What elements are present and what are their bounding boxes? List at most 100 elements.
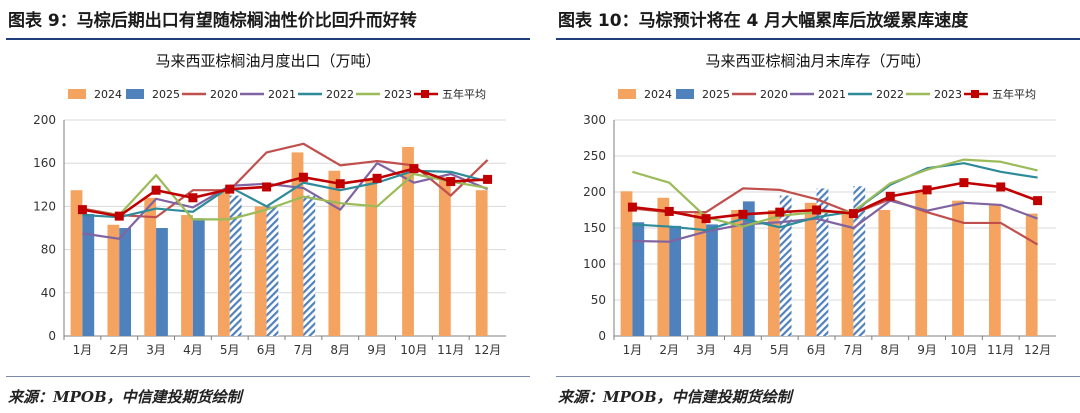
bar-2025-7月 <box>303 195 316 336</box>
chart-panel-exports: 图表 9：马棕后期出口有望随棕榈油性价比回升而好转 马来西亚棕榈油月度出口（万吨… <box>0 0 530 413</box>
y-tick-label: 80 <box>41 243 56 257</box>
bar-2024-2月 <box>657 197 670 336</box>
legend-item-2022: 2022 <box>298 88 354 101</box>
legend-item-2023: 2023 <box>356 88 412 101</box>
legend-item-五年平均: 五年平均 <box>414 87 486 101</box>
legend-swatch <box>618 89 636 99</box>
source-divider <box>556 376 1080 377</box>
y-tick-label: 160 <box>33 156 56 170</box>
bar-2025-2月 <box>669 225 682 336</box>
avg-marker-7月 <box>848 209 858 219</box>
legend-label: 2022 <box>876 88 904 101</box>
avg-marker-5月 <box>225 184 235 194</box>
bar-2024-4月 <box>731 210 743 336</box>
legend-marker <box>971 90 979 98</box>
x-tick-label: 7月 <box>294 343 314 357</box>
series-line-2021 <box>82 162 489 240</box>
bar-2024-4月 <box>181 215 193 336</box>
avg-marker-1月 <box>77 205 87 215</box>
bar-2025-5月 <box>779 195 792 336</box>
bar-2024-12月 <box>475 190 488 336</box>
avg-marker-7月 <box>298 172 308 182</box>
series-line-2022 <box>632 162 1038 232</box>
x-tick-label: 9月 <box>367 343 387 357</box>
legend-swatch <box>68 89 86 99</box>
y-tick-label: 40 <box>41 286 56 300</box>
bar-2025-2月 <box>119 228 132 336</box>
legend-item-2025: 2025 <box>126 88 180 101</box>
avg-marker-9月 <box>922 185 932 195</box>
x-tick-label: 3月 <box>696 343 716 357</box>
x-tick-label: 12月 <box>474 343 501 357</box>
series-line-avg <box>82 167 488 218</box>
bar-2025-3月 <box>156 228 168 336</box>
avg-marker-6月 <box>262 182 272 192</box>
legend-item-2020: 2020 <box>182 88 238 101</box>
chart-panel-stocks: 图表 10：马棕预计将在 4 月大幅累库后放缓累库速度 马来西亚棕榈油月末库存（… <box>550 0 1080 413</box>
bar-2024-1月 <box>70 190 83 336</box>
legend-item-2020: 2020 <box>732 88 788 101</box>
x-tick-label: 4月 <box>733 343 753 357</box>
x-tick-label: 6月 <box>257 343 277 357</box>
x-tick-label: 5月 <box>220 343 240 357</box>
avg-marker-10月 <box>409 164 419 174</box>
title-divider <box>556 38 1080 40</box>
source-divider <box>6 376 530 377</box>
x-tick-label: 9月 <box>917 343 937 357</box>
legend-item-2021: 2021 <box>790 88 846 101</box>
x-tick-label: 2月 <box>659 343 679 357</box>
chart-title: 马来西亚棕榈油月度出口（万吨） <box>155 52 380 70</box>
avg-marker-3月 <box>151 185 161 195</box>
avg-marker-11月 <box>446 177 456 187</box>
x-tick-label: 10月 <box>400 343 427 357</box>
avg-marker-9月 <box>372 173 382 183</box>
x-tick-label: 12月 <box>1024 343 1051 357</box>
avg-marker-4月 <box>738 209 748 219</box>
x-tick-label: 7月 <box>844 343 864 357</box>
bar-2024-5月 <box>767 210 780 336</box>
avg-marker-10月 <box>959 178 969 188</box>
legend-item-五年平均: 五年平均 <box>964 87 1036 101</box>
legend-label: 2021 <box>268 88 296 101</box>
bar-2024-10月 <box>952 200 964 336</box>
x-tick-label: 10月 <box>950 343 977 357</box>
bar-2024-12月 <box>1025 213 1038 336</box>
y-tick-label: 0 <box>48 329 56 343</box>
avg-marker-8月 <box>335 179 345 189</box>
legend-label: 五年平均 <box>992 87 1036 101</box>
bar-2024-2月 <box>107 224 120 336</box>
x-tick-label: 11月 <box>437 343 464 357</box>
bar-2025-5月 <box>229 195 242 336</box>
figure-title: 图表 9：马棕后期出口有望随棕榈油性价比回升而好转 <box>8 11 417 31</box>
bar-2024-8月 <box>878 210 891 336</box>
legend-marker <box>421 90 429 98</box>
legend-label: 2020 <box>760 88 788 101</box>
y-tick-label: 250 <box>583 149 606 163</box>
legend-label: 2022 <box>326 88 354 101</box>
y-tick-label: 150 <box>583 221 606 235</box>
avg-marker-2月 <box>664 206 674 216</box>
avg-marker-8月 <box>885 191 895 201</box>
avg-marker-4月 <box>188 193 198 203</box>
y-tick-label: 300 <box>583 113 606 127</box>
bar-2024-1月 <box>620 191 633 336</box>
bar-2024-11月 <box>438 177 451 336</box>
legend-item-2025: 2025 <box>676 88 730 101</box>
legend-item-2022: 2022 <box>848 88 904 101</box>
avg-marker-12月 <box>483 174 493 184</box>
y-tick-label: 0 <box>598 329 606 343</box>
legend-item-2024: 2024 <box>618 88 672 101</box>
bar-2024-11月 <box>988 204 1001 336</box>
legend-label: 2025 <box>152 88 180 101</box>
legend-label: 2023 <box>934 88 962 101</box>
bar-2024-6月 <box>254 206 267 336</box>
x-tick-label: 1月 <box>623 343 643 357</box>
bar-2025-4月 <box>742 201 755 336</box>
legend-label: 2023 <box>384 88 412 101</box>
legend-swatch <box>676 89 694 99</box>
avg-marker-2月 <box>114 211 124 221</box>
bar-2024-7月 <box>841 212 854 336</box>
bar-2024-7月 <box>291 152 304 336</box>
series-line-2023 <box>82 172 488 221</box>
avg-marker-6月 <box>812 205 822 215</box>
